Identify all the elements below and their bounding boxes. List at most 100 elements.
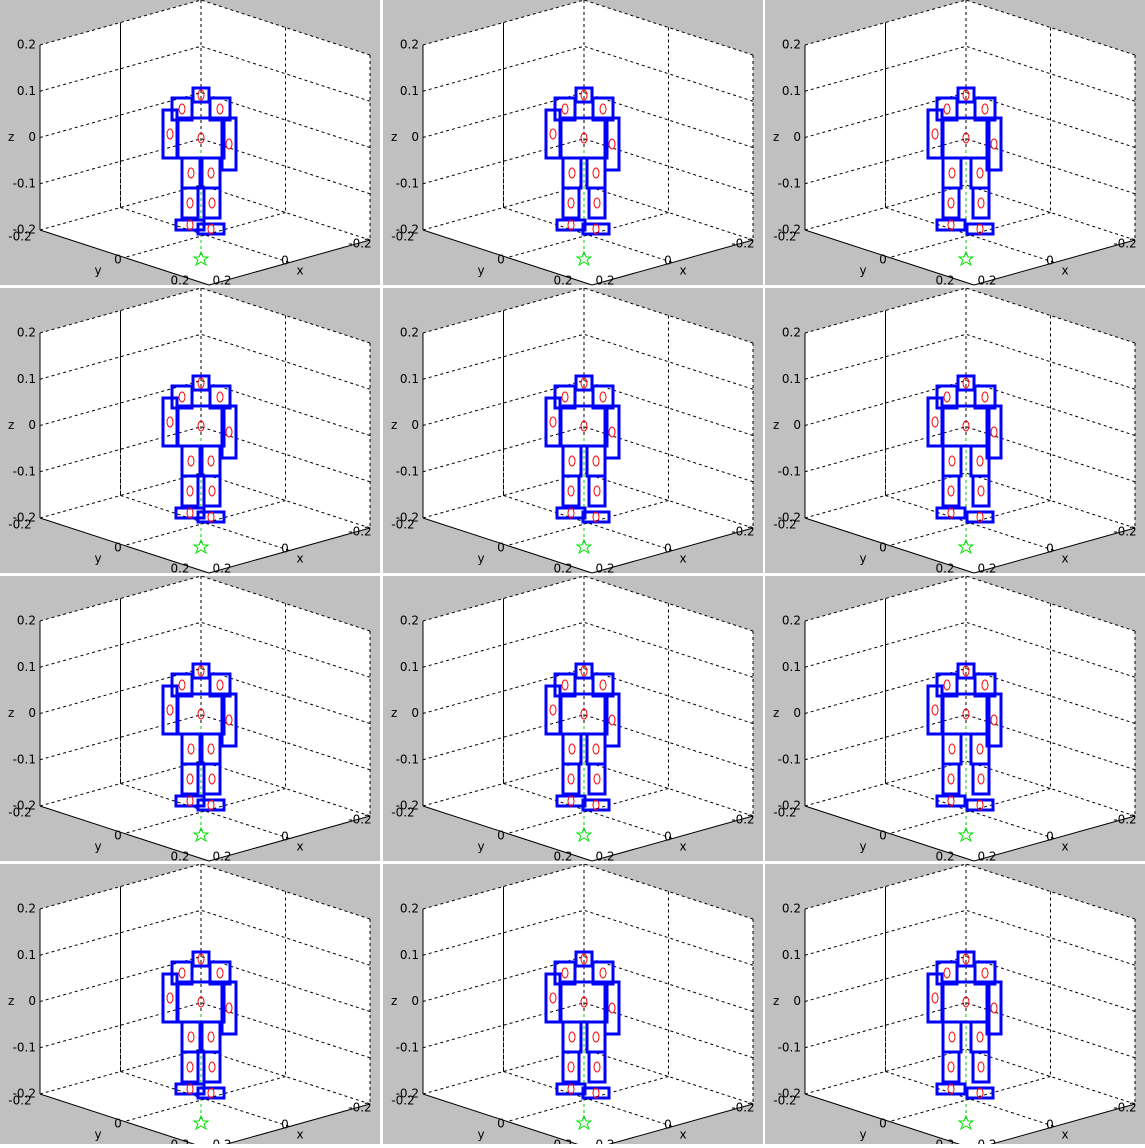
y-axis-label: y xyxy=(477,1128,484,1142)
x-axis-label: x xyxy=(1061,840,1068,854)
axes-box xyxy=(423,576,753,861)
y-tick-label: 0 xyxy=(114,541,122,555)
figure: 0.2 0.1 0 -0.1 -0.2 z -0.2 0 0.2 0.2 0 -0.2 y x 0.2 0.1… xyxy=(0,0,1145,1144)
x-axis-label: x xyxy=(296,552,303,566)
x-tick-label: 0.2 xyxy=(977,274,996,288)
y-tick-label: 0.2 xyxy=(170,850,189,864)
y-axis-label: y xyxy=(477,840,484,854)
z-tick-label: -0.1 xyxy=(396,176,419,190)
z-tick-label: 0 xyxy=(28,130,36,144)
z-axis-label: z xyxy=(773,130,779,144)
z-tick-label: 0 xyxy=(793,418,801,432)
y-tick-label: -0.2 xyxy=(773,806,796,820)
z-tick-label: 0.1 xyxy=(17,660,36,674)
y-tick-label: 0 xyxy=(879,253,887,267)
x-tick-label: 0.2 xyxy=(595,850,614,864)
y-tick-label: -0.2 xyxy=(773,230,796,244)
x-tick-label: -0.2 xyxy=(348,525,371,539)
x-tick-label: 0.2 xyxy=(595,1138,614,1145)
z-tick-label: 0.1 xyxy=(17,84,36,98)
x-axis-label: x xyxy=(679,264,686,278)
y-tick-label: 0 xyxy=(497,829,505,843)
z-tick-label: 0.2 xyxy=(400,326,419,340)
z-tick-label: 0 xyxy=(28,706,36,720)
axes-box xyxy=(805,864,1135,1144)
z-axis-label: z xyxy=(391,418,397,432)
z-axis-label: z xyxy=(391,994,397,1008)
y-axis-label: y xyxy=(477,264,484,278)
x-axis-label: x xyxy=(1061,1128,1068,1142)
z-tick-label: -0.1 xyxy=(778,752,801,766)
z-tick-label: 0.2 xyxy=(400,38,419,52)
y-tick-label: 0 xyxy=(114,253,122,267)
z-tick-label: 0.2 xyxy=(400,614,419,628)
y-tick-label: 0.2 xyxy=(935,850,954,864)
x-tick-label: 0.2 xyxy=(977,562,996,576)
x-tick-label: 0 xyxy=(1046,1118,1054,1132)
z-axis-label: z xyxy=(8,130,14,144)
x-tick-label: 0 xyxy=(664,1118,672,1132)
z-axis-label: z xyxy=(391,130,397,144)
z-tick-label: 0.2 xyxy=(782,902,801,916)
x-tick-label: -0.2 xyxy=(348,813,371,827)
x-axis-label: x xyxy=(679,840,686,854)
y-tick-label: -0.2 xyxy=(8,230,31,244)
z-tick-label: 0 xyxy=(411,130,419,144)
z-tick-label: -0.1 xyxy=(778,464,801,478)
x-tick-label: 0 xyxy=(664,542,672,556)
z-tick-label: 0.1 xyxy=(400,372,419,386)
x-tick-label: -0.2 xyxy=(731,813,754,827)
y-tick-label: 0.2 xyxy=(170,1138,189,1145)
z-tick-label: 0.2 xyxy=(400,902,419,916)
y-axis-label: y xyxy=(859,552,866,566)
z-tick-label: -0.1 xyxy=(13,1040,36,1054)
z-tick-label: 0.1 xyxy=(17,948,36,962)
x-tick-label: 0.2 xyxy=(977,1138,996,1145)
y-tick-label: -0.2 xyxy=(8,518,31,532)
z-tick-label: 0.1 xyxy=(400,948,419,962)
y-tick-label: -0.2 xyxy=(391,1094,414,1108)
y-axis-label: y xyxy=(477,552,484,566)
z-tick-label: 0.1 xyxy=(400,84,419,98)
x-tick-label: 0 xyxy=(1046,830,1054,844)
y-tick-label: 0 xyxy=(497,1117,505,1131)
x-axis-label: x xyxy=(1061,552,1068,566)
z-tick-label: 0 xyxy=(793,130,801,144)
z-tick-label: 0.1 xyxy=(782,372,801,386)
plot-panel: 0.20.10-0.1-0.2z-0.200.20.20-0.2yx xyxy=(383,864,763,1144)
y-tick-label: 0.2 xyxy=(553,850,572,864)
x-axis-label: x xyxy=(679,1128,686,1142)
z-tick-label: 0.1 xyxy=(400,660,419,674)
y-tick-label: 0 xyxy=(879,829,887,843)
z-tick-label: -0.1 xyxy=(13,464,36,478)
z-tick-label: 0.2 xyxy=(782,38,801,52)
z-tick-label: 0 xyxy=(793,994,801,1008)
z-axis-label: z xyxy=(8,994,14,1008)
axes-box xyxy=(40,576,370,861)
y-tick-label: 0 xyxy=(879,541,887,555)
z-axis-label: z xyxy=(8,418,14,432)
z-tick-label: 0.1 xyxy=(782,660,801,674)
z-tick-label: 0 xyxy=(28,418,36,432)
x-tick-label: 0.2 xyxy=(595,562,614,576)
axes-box xyxy=(40,0,370,285)
y-tick-label: 0 xyxy=(879,1117,887,1131)
x-tick-label: -0.2 xyxy=(348,237,371,251)
y-axis-label: y xyxy=(94,1128,101,1142)
plot-panel: 0.20.10-0.1-0.2z-0.200.20.20-0.2yx xyxy=(0,864,380,1144)
plot-panel: 0.20.10-0.1-0.2z-0.200.20.20-0.2yx xyxy=(0,576,380,864)
z-tick-label: -0.1 xyxy=(778,176,801,190)
axes-box xyxy=(423,0,753,285)
y-tick-label: -0.2 xyxy=(391,518,414,532)
z-tick-label: 0.2 xyxy=(782,326,801,340)
z-axis-label: z xyxy=(8,706,14,720)
z-tick-label: 0 xyxy=(793,706,801,720)
z-axis-label: z xyxy=(773,994,779,1008)
y-tick-label: -0.2 xyxy=(8,1094,31,1108)
y-tick-label: 0.2 xyxy=(553,1138,572,1145)
y-tick-label: 0.2 xyxy=(170,274,189,288)
x-tick-label: -0.2 xyxy=(731,525,754,539)
